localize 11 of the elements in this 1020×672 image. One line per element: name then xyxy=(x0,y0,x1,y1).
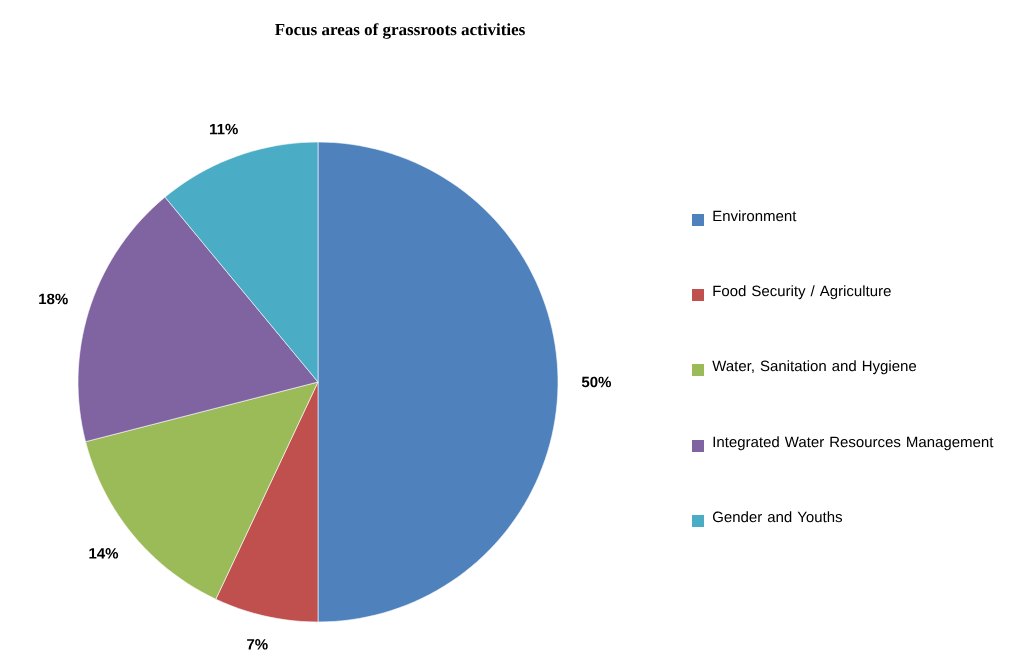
data-label: 11% xyxy=(210,123,238,135)
legend-label: Food Security / Agriculture xyxy=(713,285,891,300)
legend-label: Gender and Youths xyxy=(712,511,843,523)
data-label: 50% xyxy=(581,376,612,388)
data-label: 14% xyxy=(89,548,119,559)
data-label: 18% xyxy=(39,293,68,305)
data-label: 7% xyxy=(247,639,268,650)
legend-label: Integrated Water Resources Management xyxy=(713,436,994,451)
legend-label: Environment xyxy=(713,210,797,222)
chart-title: Focus areas of grassroots activities xyxy=(275,23,525,39)
legend-label: Water, Sanitation and Hygiene xyxy=(712,360,917,375)
